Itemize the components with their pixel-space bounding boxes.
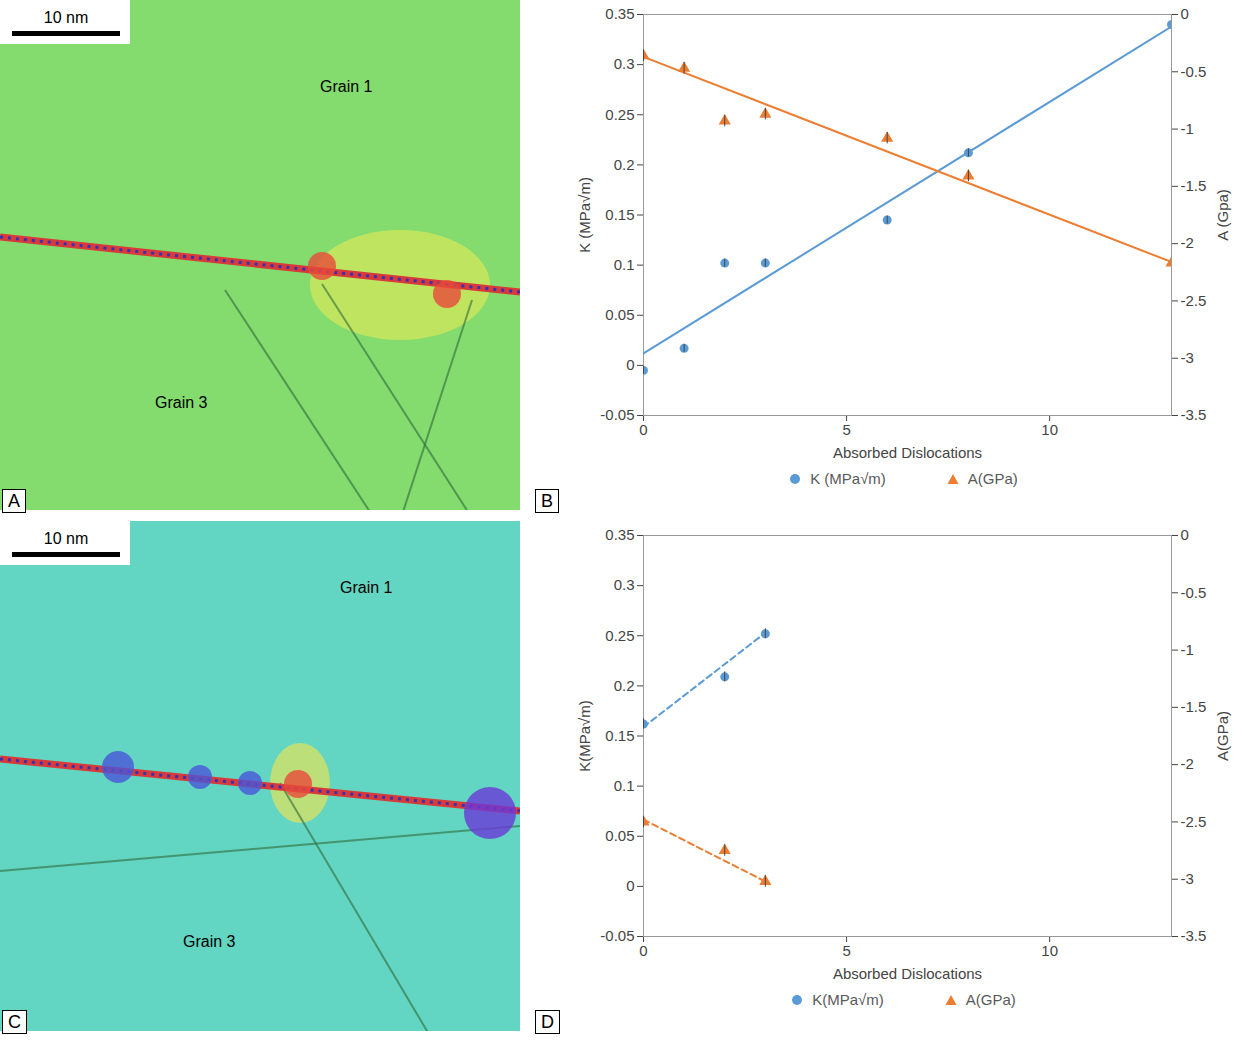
svg-text:K(MPa√m): K(MPa√m): [576, 700, 593, 772]
html-text:D: D: [541, 1012, 554, 1032]
html-text:A: A: [8, 491, 20, 511]
svg-text:-1: -1: [1181, 120, 1194, 137]
svg-text:0.1: 0.1: [614, 256, 635, 273]
svg-text:10 nm: 10 nm: [44, 9, 88, 26]
svg-text:-0.5: -0.5: [1181, 63, 1207, 80]
svg-text:0: 0: [626, 877, 634, 894]
svg-text:10: 10: [1041, 942, 1058, 959]
svg-text:A (Gpa): A (Gpa): [1214, 189, 1231, 241]
svg-text:-3.5: -3.5: [1181, 406, 1207, 423]
html-text:A(GPa): A(GPa): [967, 470, 1018, 487]
svg-text:-3: -3: [1181, 870, 1194, 887]
svg-text:0.25: 0.25: [605, 627, 634, 644]
svg-text:A(GPa): A(GPa): [1214, 711, 1231, 761]
svg-text:0: 0: [626, 356, 634, 373]
svg-text:0.2: 0.2: [614, 156, 635, 173]
svg-text:0.3: 0.3: [614, 55, 635, 72]
svg-text:0.35: 0.35: [605, 5, 634, 22]
svg-text:0.05: 0.05: [605, 306, 634, 323]
html-text:K(MPa√m): K(MPa√m): [812, 991, 884, 1008]
svg-text:Absorbed Dislocations: Absorbed Dislocations: [833, 444, 982, 461]
svg-text:-2.5: -2.5: [1181, 813, 1207, 830]
svg-text:-2.5: -2.5: [1181, 292, 1207, 309]
svg-text:0.15: 0.15: [605, 727, 634, 744]
html-text:C: C: [8, 1012, 21, 1032]
svg-text:K (MPa√m): K (MPa√m): [576, 177, 593, 253]
svg-text:5: 5: [842, 942, 850, 959]
svg-text:-3: -3: [1181, 349, 1194, 366]
svg-text:0.35: 0.35: [605, 526, 634, 543]
svg-text:10: 10: [1041, 421, 1058, 438]
svg-text:-2: -2: [1181, 234, 1194, 251]
svg-text:Grain 1: Grain 1: [320, 78, 373, 95]
svg-text:0.3: 0.3: [614, 576, 635, 593]
svg-text:0.05: 0.05: [605, 827, 634, 844]
svg-text:0: 0: [1181, 5, 1189, 22]
svg-text:0: 0: [1181, 526, 1189, 543]
svg-text:0: 0: [639, 942, 647, 959]
svg-text:0.25: 0.25: [605, 106, 634, 123]
svg-text:0.1: 0.1: [614, 777, 635, 794]
svg-text:-1: -1: [1181, 641, 1194, 658]
svg-text:-1.5: -1.5: [1181, 177, 1207, 194]
svg-text:Absorbed Dislocations: Absorbed Dislocations: [833, 965, 982, 982]
svg-text:-1.5: -1.5: [1181, 698, 1207, 715]
svg-text:0.15: 0.15: [605, 206, 634, 223]
html-text:B: B: [541, 491, 553, 511]
svg-text:Grain 3: Grain 3: [183, 933, 236, 950]
svg-text:Grain 1: Grain 1: [340, 579, 393, 596]
svg-text:-0.05: -0.05: [600, 927, 634, 944]
html-text:A(GPa): A(GPa): [965, 991, 1016, 1008]
svg-text:-3.5: -3.5: [1181, 927, 1207, 944]
svg-text:Grain 3: Grain 3: [155, 394, 208, 411]
svg-text:-2: -2: [1181, 755, 1194, 772]
svg-text:5: 5: [842, 421, 850, 438]
svg-text:-0.5: -0.5: [1181, 584, 1207, 601]
svg-text:10 nm: 10 nm: [44, 530, 88, 547]
html-text:K (MPa√m): K (MPa√m): [810, 470, 886, 487]
svg-text:0: 0: [639, 421, 647, 438]
svg-text:-0.05: -0.05: [600, 406, 634, 423]
svg-text:0.2: 0.2: [614, 677, 635, 694]
